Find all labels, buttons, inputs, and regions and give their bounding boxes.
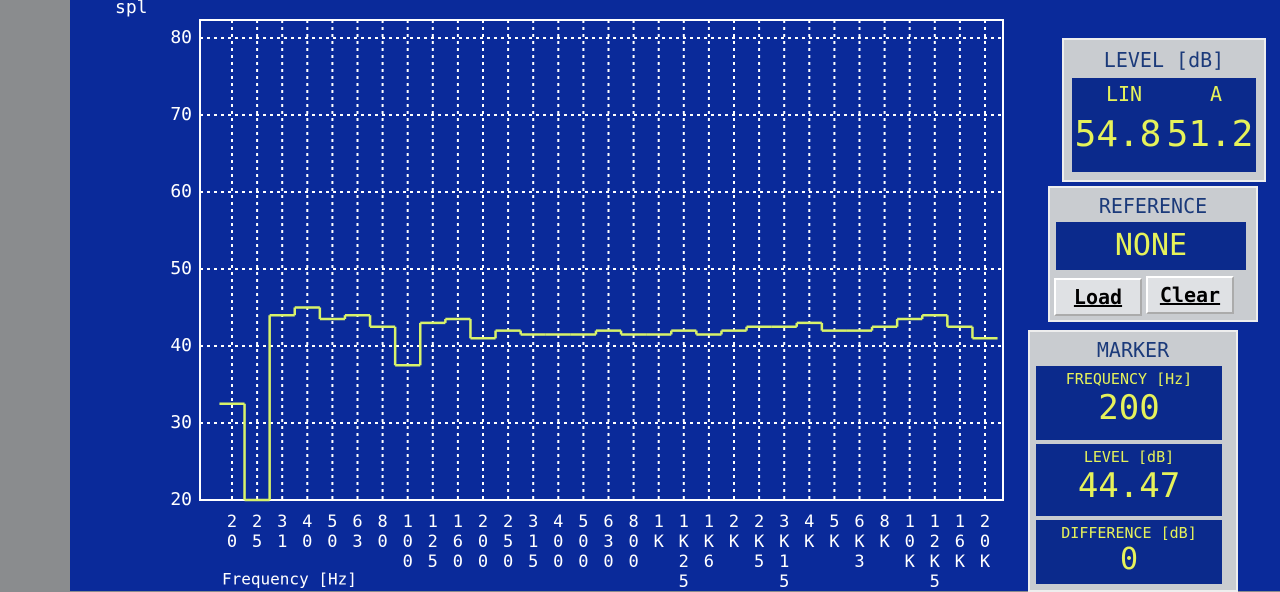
reference-panel: REFERENCE NONE Load Clear xyxy=(1048,186,1258,322)
x-tick-label: 1K6 xyxy=(699,512,719,572)
level-marker-display: LEVEL [dB] 44.47 xyxy=(1036,444,1222,516)
diff-display: DIFFERENCE [dB] 0 xyxy=(1036,520,1222,584)
y-tick-label: 20 xyxy=(170,489,192,510)
x-tick-label: 12K5 xyxy=(925,512,945,591)
x-tick-label: 50 xyxy=(322,512,342,552)
level-title: LEVEL [dB] xyxy=(1103,48,1225,72)
a-value: 51.2 xyxy=(1166,114,1254,155)
level-display: LIN A 54.8 51.2 xyxy=(1072,78,1256,172)
diff-value: 0 xyxy=(1119,542,1139,577)
reference-title: REFERENCE xyxy=(1098,194,1208,218)
marker-panel: MARKER FREQUENCY [Hz] 200 LEVEL [dB] 44.47… xyxy=(1028,330,1238,592)
x-tick-label: 315 xyxy=(523,512,543,572)
x-tick-label: 160 xyxy=(448,512,468,572)
diff-label: DIFFERENCE [dB] xyxy=(1061,524,1197,542)
x-tick-label: 20 xyxy=(222,512,242,552)
plot-frame xyxy=(199,19,1004,501)
x-tick-label: 1K25 xyxy=(674,512,694,591)
marker-title: MARKER xyxy=(1096,338,1170,362)
x-tick-label: 125 xyxy=(423,512,443,572)
freq-display: FREQUENCY [Hz] 200 xyxy=(1036,366,1222,440)
x-tick-label: 40 xyxy=(297,512,317,552)
lin-value: 54.8 xyxy=(1074,114,1162,155)
x-tick-label: 1K xyxy=(649,512,669,552)
level-panel: LEVEL [dB] LIN A 54.8 51.2 xyxy=(1062,38,1266,182)
x-tick-label: 500 xyxy=(573,512,593,572)
x-tick-label: 16K xyxy=(950,512,970,572)
y-tick-label: 30 xyxy=(170,412,192,433)
x-tick-label: 250 xyxy=(498,512,518,572)
marker-level-value: 44.47 xyxy=(1077,466,1181,506)
x-tick-label: 800 xyxy=(624,512,644,572)
load-button[interactable]: Load xyxy=(1054,278,1142,316)
freq-label: FREQUENCY [Hz] xyxy=(1065,370,1193,388)
x-tick-label: 25 xyxy=(247,512,267,552)
x-tick-label: 63 xyxy=(348,512,368,552)
y-tick-label: 50 xyxy=(170,258,192,279)
x-tick-label: 5K xyxy=(824,512,844,552)
x-tick-label: 80 xyxy=(373,512,393,552)
x-tick-label: 200 xyxy=(473,512,493,572)
clear-button[interactable]: Clear xyxy=(1146,276,1234,314)
x-tick-label: 10K xyxy=(900,512,920,572)
x-tick-label: 100 xyxy=(398,512,418,572)
freq-value: 200 xyxy=(1098,388,1160,428)
x-tick-label: 3K15 xyxy=(774,512,794,591)
x-tick-label: 400 xyxy=(548,512,568,572)
y-tick-label: 70 xyxy=(170,104,192,125)
x-tick-label: 2K xyxy=(724,512,744,552)
a-label: A xyxy=(1209,82,1223,106)
x-tick-label: 31 xyxy=(272,512,292,552)
y-axis-label: spl xyxy=(115,0,148,18)
marker-level-label: LEVEL [dB] xyxy=(1083,448,1175,466)
x-tick-label: 8K xyxy=(875,512,895,552)
x-tick-label: 20K xyxy=(975,512,995,572)
x-tick-label: 6K3 xyxy=(850,512,870,572)
x-tick-label: 630 xyxy=(599,512,619,572)
reference-value: NONE xyxy=(1056,222,1246,270)
x-tick-label: 2K5 xyxy=(749,512,769,572)
lin-label: LIN xyxy=(1105,82,1143,106)
x-tick-label: 4K xyxy=(799,512,819,552)
y-tick-label: 80 xyxy=(170,27,192,48)
y-tick-label: 60 xyxy=(170,181,192,202)
y-tick-label: 40 xyxy=(170,335,192,356)
x-axis-label: Frequency [Hz] xyxy=(222,570,357,589)
